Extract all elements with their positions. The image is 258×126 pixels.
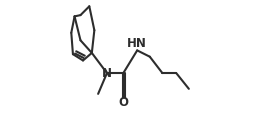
Text: O: O: [118, 96, 128, 109]
Text: HN: HN: [127, 37, 147, 50]
Text: N: N: [102, 67, 112, 80]
